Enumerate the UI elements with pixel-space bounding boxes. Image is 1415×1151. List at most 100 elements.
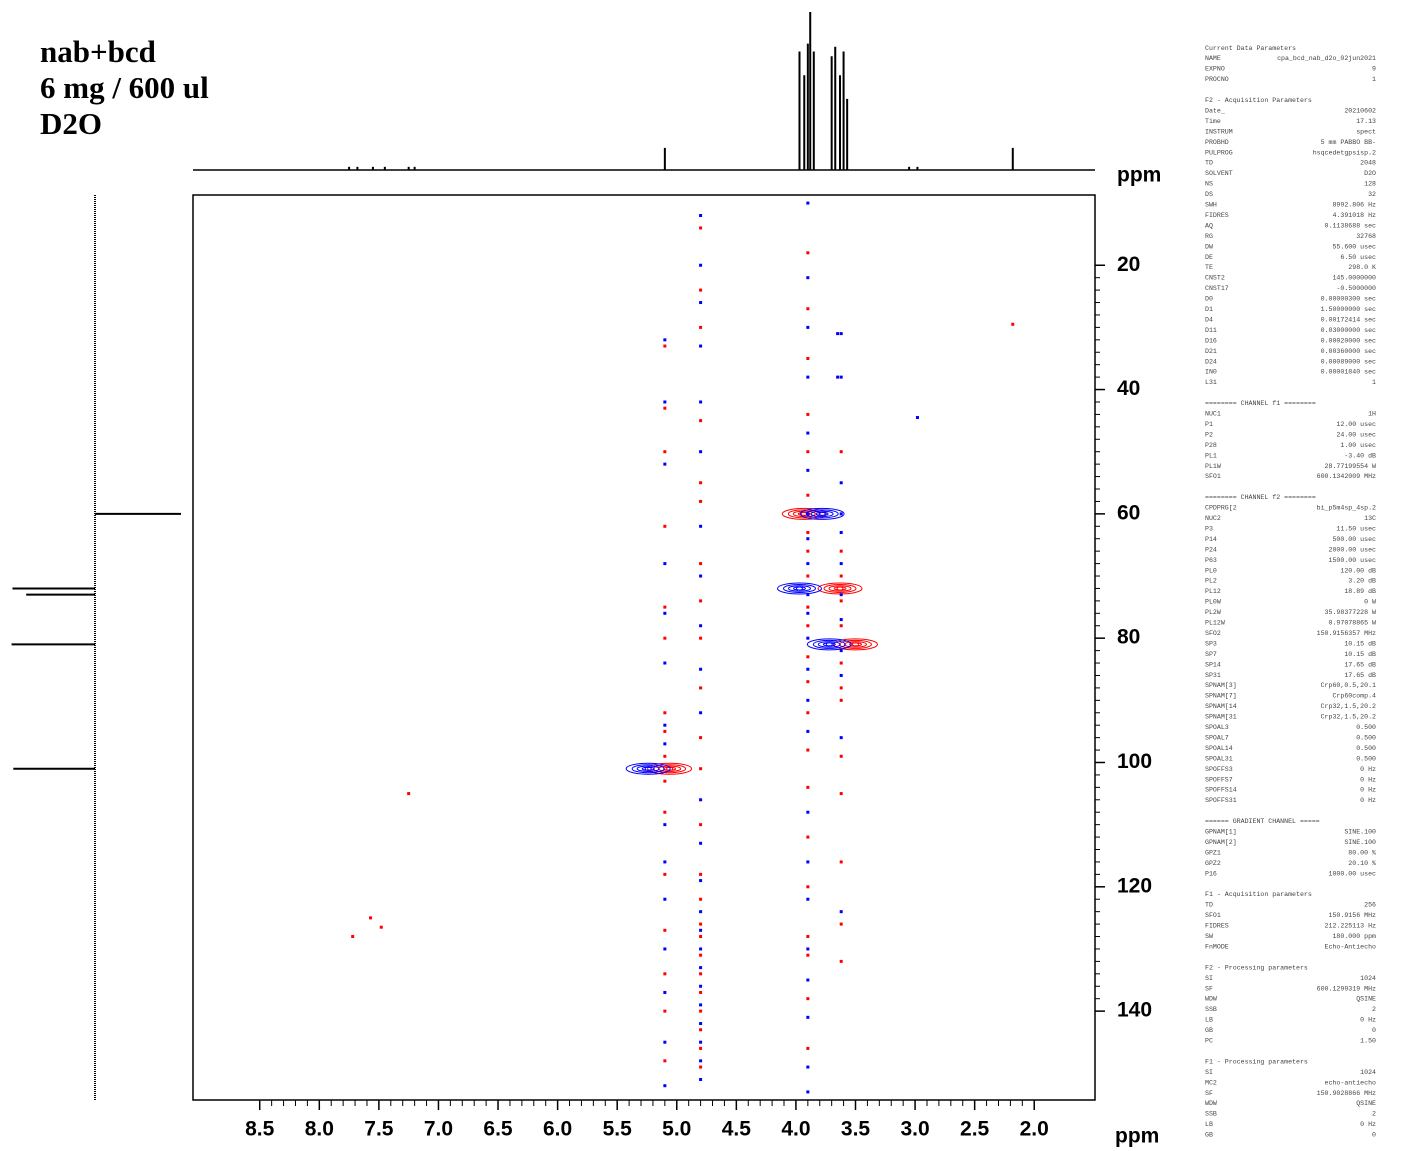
peak-dot [699, 344, 703, 348]
peak-dot [663, 928, 667, 932]
peak-dot [839, 450, 843, 454]
parameter-name: SFO2 [1205, 630, 1221, 637]
peak-dot [839, 618, 843, 622]
parameter-value: 11.50 usec [1336, 525, 1376, 532]
peak-dot [806, 593, 810, 597]
parameter-name: PROCNO [1205, 76, 1229, 83]
parameter-name: D0 [1205, 296, 1213, 303]
peak-dot [699, 872, 703, 876]
parameter-name: CPDPRG[2 [1205, 505, 1237, 512]
parameter-name: SP31 [1205, 672, 1221, 679]
parameter-name: CNST17 [1205, 285, 1229, 292]
parameter-name: SF [1205, 985, 1213, 992]
peak-dot [663, 1084, 667, 1088]
parameter-name: P28 [1205, 442, 1217, 449]
parameter-name: PL1W [1205, 463, 1221, 470]
peak-dot [839, 686, 843, 690]
x-axis-label: ppm [1115, 1125, 1159, 1148]
contour [806, 638, 852, 651]
parameter-name: RG [1205, 233, 1213, 240]
parameter-name: PROBHD [1205, 139, 1229, 146]
parameter-name: SPOFFS7 [1205, 776, 1233, 783]
parameter-name: SPNAM[14 [1205, 703, 1237, 710]
peak-dot [806, 356, 810, 360]
parameter-name: FnMODE [1205, 943, 1229, 950]
parameter-value: 1000.00 usec [1329, 870, 1377, 877]
parameter-value: 28.77199554 W [1325, 463, 1376, 470]
parameter-value: 4.391018 Hz [1332, 212, 1376, 219]
parameter-name: GB [1205, 1027, 1213, 1034]
parameter-value: bi_p5m4sp_4sp.2 [1317, 505, 1376, 512]
peak-dot [839, 375, 843, 379]
peak-dot [806, 885, 810, 889]
parameter-name: PL0 [1205, 567, 1217, 574]
parameter-name: INSTRUM [1205, 128, 1233, 135]
parameter-name: SP3 [1205, 640, 1217, 647]
cross-peak [647, 762, 693, 775]
parameter-value: 0.03000000 sec [1321, 327, 1376, 334]
parameter-value: hsqcedetgpsisp.2 [1313, 149, 1376, 156]
contour [787, 585, 811, 592]
parameter-value: 2048 [1360, 160, 1376, 167]
parameter-name: DS [1205, 191, 1213, 198]
parameter-name: SPOFFS31 [1205, 797, 1237, 804]
parameter-name: SFO1 [1205, 912, 1221, 919]
peak-dot [699, 1028, 703, 1032]
x-tick-label: 4.5 [722, 1118, 752, 1141]
cross-peak [817, 582, 863, 595]
parameter-value: 80.00 % [1348, 849, 1376, 856]
peak-dot [915, 416, 919, 420]
contour [787, 509, 821, 519]
parameter-value: 1.50 [1360, 1038, 1376, 1045]
peak-dot [806, 785, 810, 789]
parameter-value: 0.1138688 sec [1325, 222, 1376, 229]
peak-dot [806, 636, 810, 640]
peak-dot [663, 344, 667, 348]
parameter-name: EXPNO [1205, 66, 1225, 73]
parameter-value: 0.00000300 sec [1321, 296, 1376, 303]
parameter-name: D11 [1205, 327, 1217, 334]
peak-dot [699, 984, 703, 988]
parameter-name: FIDRES [1205, 212, 1229, 219]
parameter-value: 35.98377228 W [1325, 609, 1376, 616]
parameter-name: SW [1205, 933, 1213, 940]
peak-dot [806, 978, 810, 982]
parameter-name: PL12W [1205, 620, 1225, 627]
parameter-name: D1 [1205, 306, 1213, 313]
parameter-value: 150.9028866 MHz [1317, 1090, 1376, 1097]
peak-dot [839, 959, 843, 963]
parameter-value: 0.500 [1356, 745, 1376, 752]
peak-dot [806, 574, 810, 578]
contour [644, 766, 652, 771]
peak-dot [663, 400, 667, 404]
parameter-group-title: Current Data Parameters [1205, 45, 1296, 52]
peak-dot [806, 860, 810, 864]
peak-dot [663, 779, 667, 783]
y-tick-label: 80 [1117, 626, 1140, 649]
contour [838, 639, 872, 649]
parameter-name: PL1 [1205, 452, 1217, 459]
peak-dot [663, 742, 667, 746]
peak-dot [699, 947, 703, 951]
peak-dot [699, 481, 703, 485]
peak-dot [806, 611, 810, 615]
peak-dot [699, 226, 703, 230]
y-tick-label: 120 [1117, 874, 1152, 897]
peak-dot [699, 711, 703, 715]
peak-dot [806, 531, 810, 535]
peak-dot [806, 201, 810, 205]
peak-dot [699, 1040, 703, 1044]
peak-dot [806, 549, 810, 553]
peak-dot [806, 655, 810, 659]
peak-dot [663, 1009, 667, 1013]
parameter-name: DE [1205, 254, 1213, 261]
peak-dot [1011, 322, 1015, 326]
parameter-value: Crp60comp.4 [1332, 693, 1376, 700]
peak-dot [699, 966, 703, 970]
peak-dot [699, 325, 703, 329]
peak-dot [699, 990, 703, 994]
peak-dot [806, 711, 810, 715]
parameter-name: LB [1205, 1121, 1213, 1128]
parameter-value: -3.40 dB [1344, 452, 1376, 459]
